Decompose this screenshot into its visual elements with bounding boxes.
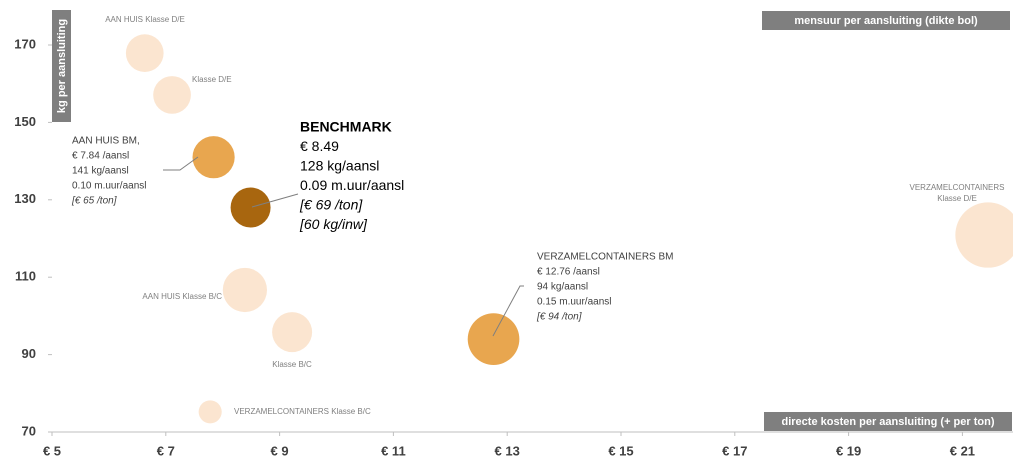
bubble-label: 0.10 m.uur/aansl (72, 181, 147, 192)
bubble-label: 0.15 m.uur/aansl (537, 297, 612, 308)
bubble-label: AAN HUIS Klasse D/E (105, 15, 185, 24)
y-axis-label-box (52, 10, 71, 122)
bubble-label: 94 kg/aansl (537, 282, 588, 293)
bubble-label: VERZAMELCONTAINERS Klasse B/C (234, 407, 371, 416)
bubble (192, 136, 235, 179)
x-tick-label: € 19 (836, 443, 861, 458)
bubble-label: [€ 69 /ton] (299, 197, 363, 213)
y-tick-label: 110 (15, 269, 36, 284)
x-tick-label: € 9 (271, 443, 289, 458)
bubble (198, 400, 222, 424)
bubble (230, 187, 271, 228)
leader-line (251, 193, 299, 208)
bubble-label: Klasse B/C (272, 360, 312, 369)
bubble-label: 0.09 m.uur/aansl (300, 177, 404, 193)
bubble-label: VERZAMELCONTAINERS (910, 183, 1005, 192)
bubble-label: [60 kg/inw] (299, 216, 368, 232)
bubble-label: € 12.76 /aansl (537, 267, 600, 278)
bubble (467, 313, 520, 365)
bubble-label: 141 kg/aansl (72, 166, 129, 177)
x-axis-label-box (764, 412, 1012, 431)
y-tick-label: 70 (22, 423, 36, 438)
x-axis-label: directe kosten per aansluiting (+ per to… (781, 416, 994, 428)
x-tick-label: € 21 (950, 443, 975, 458)
y-tick-label: 90 (22, 346, 36, 361)
y-tick-label: 130 (14, 191, 36, 206)
bubble-label: AAN HUIS BM, (72, 136, 140, 147)
y-tick-label: 150 (14, 114, 36, 129)
bubble-label: VERZAMELCONTAINERS BM (537, 252, 674, 263)
bubble-label: Klasse D/E (192, 75, 232, 84)
y-tick-label: 170 (14, 36, 36, 51)
leader-line (492, 285, 524, 337)
x-tick-label: € 17 (722, 443, 747, 458)
bubble-label: [€ 94 /ton] (536, 312, 582, 323)
bubble-label: AAN HUIS Klasse B/C (142, 292, 222, 301)
bubble-label: € 8.49 (300, 138, 339, 154)
bubble-label: Klasse D/E (937, 194, 977, 203)
y-axis-label: kg per aansluiting (56, 19, 68, 113)
bubble (153, 76, 191, 114)
bubble-label: 128 kg/aansl (300, 158, 379, 174)
size-label-box (762, 11, 1010, 30)
x-tick-label: € 13 (495, 443, 520, 458)
bubble-label: [€ 65 /ton] (71, 196, 117, 207)
x-tick-label: € 11 (381, 443, 406, 458)
bubble (125, 34, 164, 72)
bubble (955, 202, 1013, 268)
axes: € 5 € 7 € 9 € 11 € 13 € 15 € 17 € 19 € 21 70 90 110… (14, 36, 1013, 458)
bubble (272, 312, 313, 353)
x-tick-label: € 7 (157, 443, 175, 458)
leader-line (163, 156, 199, 171)
bubble (222, 267, 268, 313)
bubble-label: BENCHMARK (300, 119, 392, 135)
x-tick-label: € 15 (608, 443, 633, 458)
size-label: mensuur per aansluiting (dikte bol) (794, 15, 978, 27)
bubble-label: € 7.84 /aansl (72, 151, 129, 162)
x-tick-label: € 5 (43, 443, 61, 458)
